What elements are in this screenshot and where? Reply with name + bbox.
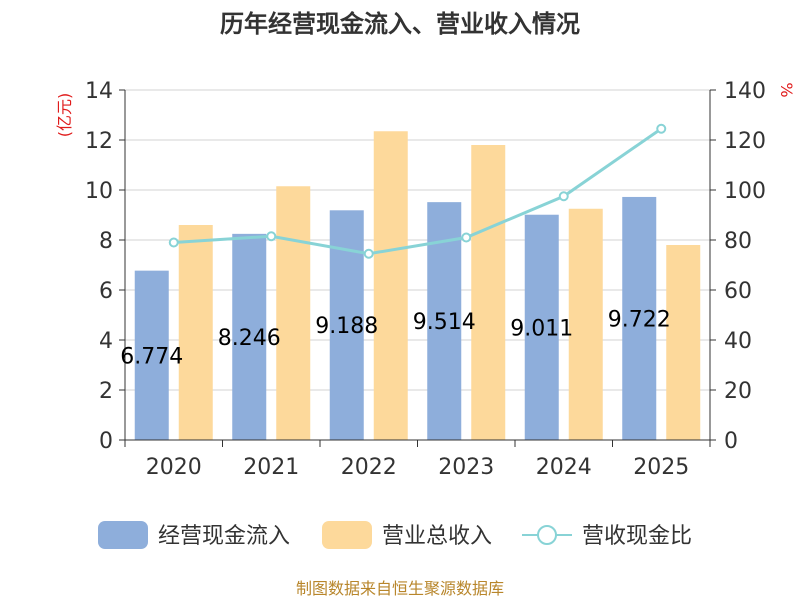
bar-series-2 [666, 245, 701, 440]
line-point [461, 232, 472, 243]
y-left-unit-label: (亿元) [55, 93, 74, 138]
legend-label-2: 营业总收入 [382, 524, 492, 549]
legend-swatch-1 [98, 521, 148, 549]
axes [119, 89, 716, 447]
bar-series-1 [232, 233, 267, 440]
data-label: 9.188 [315, 314, 378, 339]
data-label: 9.722 [608, 307, 671, 332]
bars [134, 131, 701, 440]
y-right-unit-label: % [777, 82, 796, 97]
y-right-tick-label: 0 [724, 429, 738, 454]
ratio-line [168, 123, 667, 259]
y-right-tick-label: 20 [724, 379, 752, 404]
x-tick-label: 2025 [633, 455, 689, 480]
y-left-tick-label: 0 [99, 429, 113, 454]
y-right-tick-label: 100 [724, 179, 766, 204]
y-right-tick-label: 60 [724, 279, 752, 304]
x-tick-label: 2021 [243, 455, 299, 480]
y-left-tick-label: 6 [99, 279, 113, 304]
legend-swatch-2 [322, 521, 372, 549]
y-right-tick-label: 40 [724, 329, 752, 354]
legend[interactable]: 经营现金流入 营业总收入 营收现金比 [98, 521, 692, 549]
x-tick-label: 2023 [438, 455, 494, 480]
line-point [266, 231, 277, 242]
data-labels: 6.774 8.246 9.188 9.514 9.011 9.722 [120, 307, 670, 369]
legend-marker-3 [537, 525, 557, 545]
bar-series-2 [568, 208, 603, 440]
chart-title: 历年经营现金流入、营业收入情况 [220, 10, 580, 38]
y-left-tick-label: 10 [85, 179, 113, 204]
y-left-tick-label: 4 [99, 329, 113, 354]
line-point [168, 237, 179, 248]
y-right-tick-label: 120 [724, 129, 766, 154]
data-label: 9.514 [413, 310, 476, 335]
bar-series-2 [471, 145, 506, 440]
bar-series-1 [622, 196, 657, 440]
y-left-tick-label: 14 [85, 79, 113, 104]
bar-series-2 [178, 225, 213, 440]
y-right-tick-label: 80 [724, 229, 752, 254]
data-label: 8.246 [218, 326, 281, 351]
data-label: 9.011 [510, 316, 573, 341]
bar-series-2 [276, 186, 311, 440]
y-left-tick-label: 12 [85, 129, 113, 154]
legend-label-1: 经营现金流入 [158, 524, 290, 549]
line-point [656, 123, 667, 134]
legend-label-3: 营收现金比 [582, 524, 692, 549]
x-tick-label: 2020 [146, 455, 202, 480]
bar-series-1 [524, 214, 559, 440]
source-note: 制图数据来自恒生聚源数据库 [296, 579, 504, 598]
y-left-tick-label: 2 [99, 379, 113, 404]
data-label: 6.774 [120, 344, 183, 369]
line-series-3 [173, 127, 663, 256]
line-point [558, 191, 569, 202]
x-tick-label: 2022 [341, 455, 397, 480]
x-tick-label: 2024 [536, 455, 592, 480]
bar-series-1 [134, 270, 169, 440]
y-left-tick-label: 8 [99, 229, 113, 254]
line-point [363, 248, 374, 259]
bar-series-2 [373, 131, 408, 440]
y-right-tick-label: 140 [724, 79, 766, 104]
